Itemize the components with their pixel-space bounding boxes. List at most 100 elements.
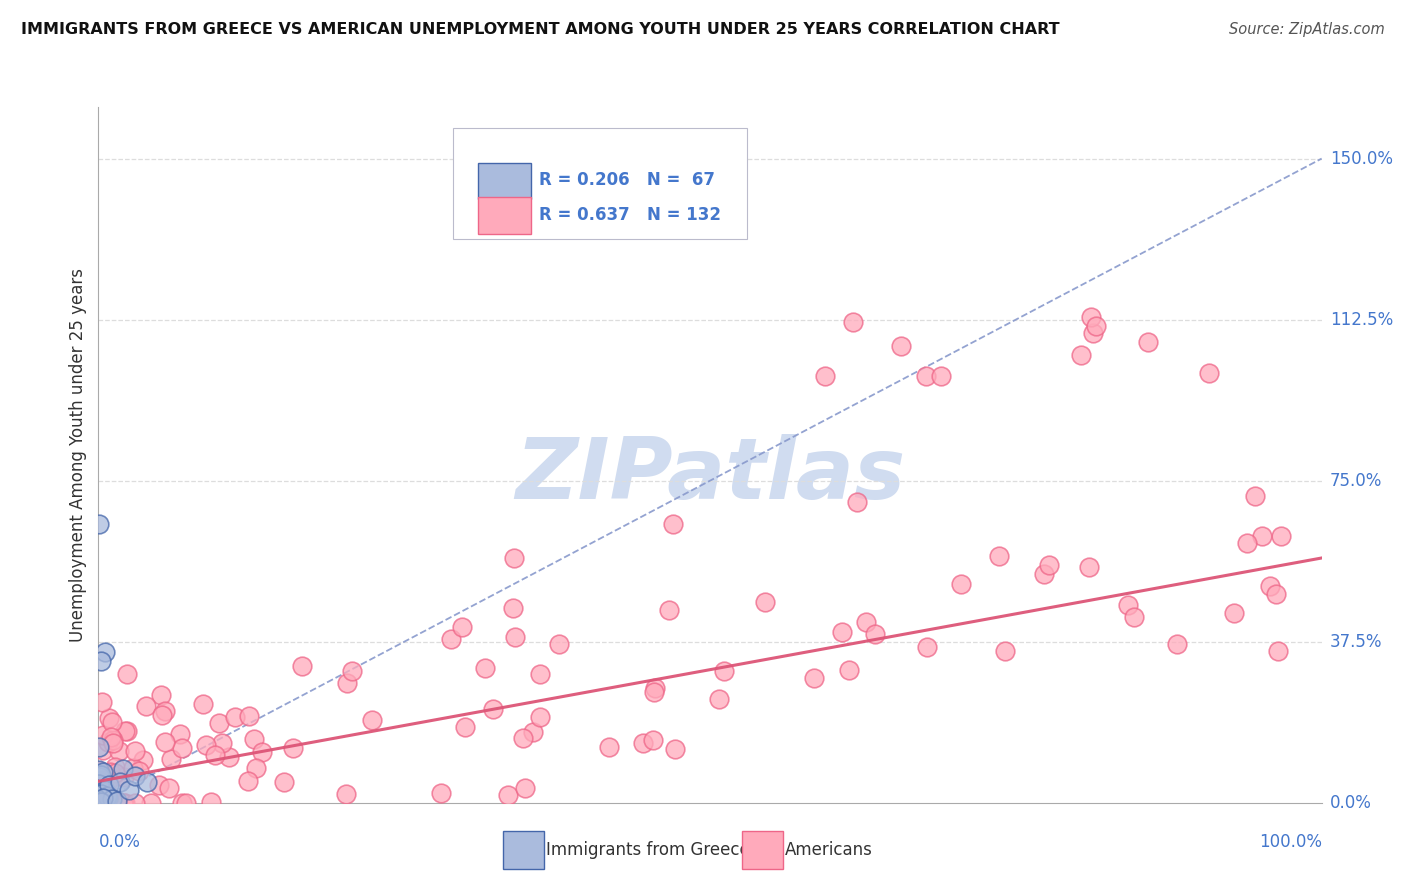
Point xyxy=(502,600,524,615)
Point xyxy=(100,765,122,780)
Point xyxy=(662,516,685,531)
Point xyxy=(631,736,654,750)
Point xyxy=(114,796,136,810)
Point xyxy=(114,724,136,739)
Point xyxy=(245,761,267,775)
Point xyxy=(290,659,312,673)
Text: Immigrants from Greece: Immigrants from Greece xyxy=(546,841,749,859)
Point xyxy=(1078,560,1101,574)
Point xyxy=(159,752,181,766)
Point xyxy=(1166,637,1188,651)
Text: 112.5%: 112.5% xyxy=(1330,310,1393,328)
Point xyxy=(1198,367,1220,381)
Point xyxy=(598,739,620,754)
Point xyxy=(208,715,231,730)
Point xyxy=(148,779,170,793)
Point xyxy=(87,783,110,797)
Point xyxy=(754,595,776,609)
Point xyxy=(482,702,505,716)
Point xyxy=(89,780,111,794)
Point xyxy=(529,710,551,724)
Point xyxy=(101,792,124,806)
Point xyxy=(89,790,111,805)
Point xyxy=(713,664,735,678)
Point xyxy=(1258,579,1281,593)
Point xyxy=(707,691,730,706)
Text: 150.0%: 150.0% xyxy=(1330,150,1393,168)
Point xyxy=(93,782,115,797)
Point xyxy=(90,790,112,805)
Point xyxy=(87,784,110,798)
Point xyxy=(170,796,193,810)
Point xyxy=(845,495,868,509)
Point xyxy=(87,790,110,805)
Point xyxy=(522,725,544,739)
Point xyxy=(361,713,384,727)
Point xyxy=(430,786,453,800)
Point xyxy=(124,769,146,783)
Point xyxy=(153,735,176,749)
Point xyxy=(153,704,176,718)
Point xyxy=(87,793,110,807)
Text: 0.0%: 0.0% xyxy=(98,833,141,851)
Point xyxy=(1081,326,1104,340)
Point xyxy=(94,795,117,809)
Point xyxy=(243,731,266,746)
Point xyxy=(110,774,132,789)
Point xyxy=(94,791,117,805)
Point xyxy=(1244,489,1267,503)
Point xyxy=(643,732,665,747)
Point xyxy=(336,676,359,690)
Point xyxy=(91,765,114,780)
Point xyxy=(94,645,117,659)
Point xyxy=(112,796,135,810)
Point xyxy=(917,640,939,655)
Point xyxy=(218,750,240,764)
Point xyxy=(87,796,110,810)
Point xyxy=(91,796,114,810)
Point xyxy=(193,697,215,711)
Point xyxy=(132,753,155,767)
Point xyxy=(658,603,681,617)
Point xyxy=(643,685,665,699)
Point xyxy=(101,733,124,747)
Point xyxy=(1270,529,1292,543)
Point xyxy=(252,745,274,759)
Point xyxy=(855,615,877,629)
Point xyxy=(89,764,111,778)
Point xyxy=(548,637,571,651)
Point xyxy=(101,794,124,808)
Point xyxy=(915,368,938,383)
Point xyxy=(174,796,197,810)
Point xyxy=(93,785,115,799)
Point xyxy=(128,764,150,778)
Point xyxy=(94,792,117,806)
Point xyxy=(1251,529,1274,543)
Point xyxy=(513,780,536,795)
Point xyxy=(87,789,110,804)
Point xyxy=(87,777,110,791)
Point xyxy=(529,667,551,681)
Point xyxy=(340,664,363,678)
Y-axis label: Unemployment Among Youth under 25 years: Unemployment Among Youth under 25 years xyxy=(69,268,87,642)
Point xyxy=(87,782,110,797)
Point xyxy=(474,661,496,675)
Point xyxy=(107,769,129,783)
Point xyxy=(97,790,120,805)
Point xyxy=(838,664,860,678)
Point xyxy=(135,698,157,713)
Point xyxy=(89,780,111,794)
Point xyxy=(97,791,120,805)
Point xyxy=(90,779,112,793)
Point xyxy=(87,794,110,808)
Point xyxy=(89,786,111,800)
Text: R = 0.206   N =  67: R = 0.206 N = 67 xyxy=(538,171,714,189)
FancyBboxPatch shape xyxy=(478,197,531,234)
Point xyxy=(90,787,112,801)
Point xyxy=(91,728,114,742)
Point xyxy=(149,688,172,702)
Point xyxy=(89,796,111,810)
Point xyxy=(1123,610,1146,624)
Point xyxy=(90,787,112,801)
Point xyxy=(97,735,120,749)
